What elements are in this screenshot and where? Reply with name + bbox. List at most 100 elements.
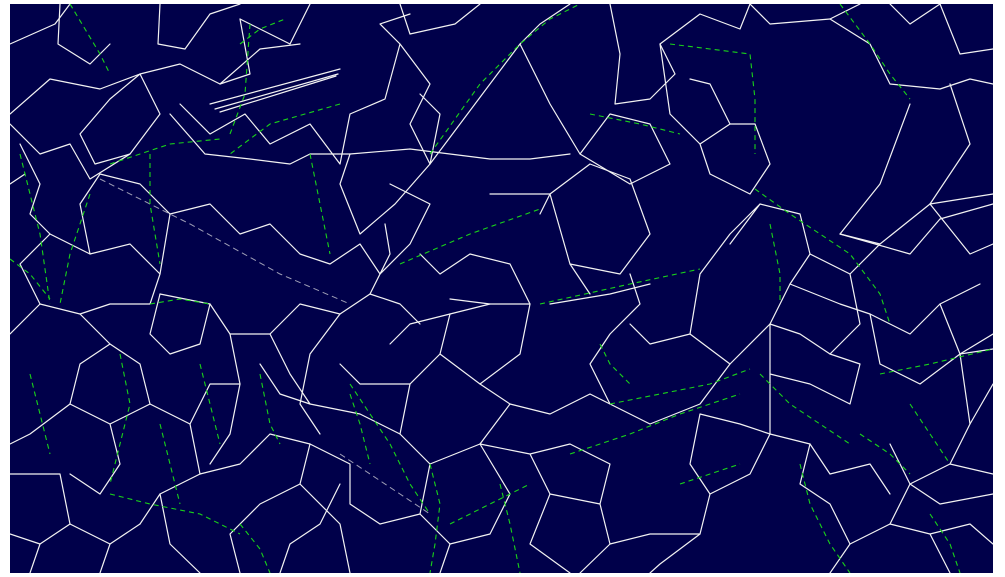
hbond-line — [399, 208, 541, 265]
hbond-line — [539, 268, 701, 305]
bond-chain — [19, 143, 51, 235]
hbond-line — [349, 383, 431, 515]
bond-chain — [769, 323, 861, 405]
hbond-line — [859, 433, 911, 475]
bond-chain — [569, 263, 591, 295]
bond-chain — [229, 483, 301, 573]
bond-chain — [69, 423, 121, 495]
bond-chain — [369, 223, 391, 295]
bond-chain — [279, 483, 341, 573]
bond-chain — [419, 253, 531, 305]
hbond-line — [589, 113, 681, 135]
faint-bond — [99, 178, 351, 305]
hbond-line — [449, 483, 531, 525]
bond-chain — [379, 183, 431, 275]
bond-chain — [389, 313, 451, 345]
hbond-line — [109, 353, 131, 485]
bond-chain — [79, 73, 161, 165]
bond-chain — [169, 113, 571, 165]
bond-chain — [929, 523, 993, 545]
bond-chain — [689, 203, 811, 365]
bond-chain — [909, 483, 993, 505]
bond-chain — [169, 203, 381, 275]
bond-chain — [449, 298, 491, 305]
bond-chain — [439, 303, 531, 385]
hbond-line — [769, 223, 781, 304]
hbond-line — [239, 523, 271, 573]
bond-chain — [629, 323, 691, 345]
bond-chain — [479, 383, 611, 415]
hbond-line — [429, 463, 441, 573]
hbond-line — [879, 348, 993, 375]
bond-chain — [159, 293, 421, 335]
bond-chain — [689, 413, 771, 495]
hbond-line — [609, 368, 751, 405]
hbond-line — [599, 343, 631, 385]
hbond-line — [229, 103, 341, 155]
hbond-line — [429, 4, 581, 155]
bond-chain — [929, 203, 993, 255]
bond-chain — [649, 493, 711, 573]
hbond-line — [799, 463, 851, 573]
bond-chain — [159, 493, 201, 573]
bond-chain — [609, 533, 701, 545]
bond-chain — [99, 543, 111, 573]
bond-chain — [269, 333, 311, 405]
bond-chain — [879, 203, 931, 245]
bond-chain — [339, 363, 411, 385]
bond-chain — [79, 173, 171, 275]
hbond-line — [69, 4, 111, 75]
hbond-line — [59, 193, 91, 305]
hbond-line — [259, 373, 281, 445]
bond-chain — [149, 293, 211, 355]
hbond-line — [10, 258, 51, 300]
bond-chain — [10, 403, 71, 445]
bond-chain — [339, 43, 431, 235]
bond-chain — [214, 73, 339, 110]
bond-chain — [659, 43, 731, 145]
bond-chain — [969, 383, 993, 425]
bond-chain — [529, 493, 571, 573]
bond-chain — [489, 193, 551, 215]
bond-chain — [609, 4, 751, 105]
hbond-line — [199, 363, 221, 445]
bond-chain — [209, 68, 341, 105]
hbond-line — [109, 138, 221, 165]
bond-chain — [189, 383, 241, 425]
bond-chain — [239, 4, 311, 45]
bond-chain — [429, 4, 571, 165]
bond-chain — [939, 303, 993, 475]
hbond-line — [929, 513, 961, 573]
hbond-line — [754, 188, 891, 325]
covalent-bonds — [10, 4, 993, 573]
hbond-line — [669, 43, 756, 154]
bond-chain — [759, 203, 881, 275]
bond-chain — [579, 503, 611, 573]
bond-chain — [829, 18, 993, 90]
bond-chain — [179, 13, 411, 165]
bond-chain — [549, 163, 651, 275]
molecule-structure[interactable] — [10, 4, 993, 573]
bond-chain — [10, 473, 71, 525]
hbond-line — [839, 4, 911, 100]
bond-chain — [769, 373, 891, 495]
bond-chain — [839, 103, 993, 255]
bond-chain — [299, 313, 341, 435]
bond-chain — [10, 4, 71, 45]
bond-chain — [10, 173, 26, 185]
molecular-viewer-canvas[interactable] — [10, 4, 993, 573]
faint-bond — [339, 453, 431, 515]
hbond-line — [29, 373, 51, 455]
bond-chain — [219, 18, 251, 85]
hbond-line — [159, 423, 181, 505]
bond-chain — [749, 4, 861, 25]
bond-chain — [939, 4, 993, 55]
faint-dashed-bonds — [99, 178, 431, 515]
hbond-line — [19, 153, 51, 305]
hbond-line — [759, 373, 851, 445]
bond-chain — [299, 443, 421, 573]
bond-chain — [399, 353, 511, 465]
hbond-line — [309, 153, 331, 255]
bond-chain — [219, 75, 337, 113]
bond-chain — [419, 93, 441, 165]
